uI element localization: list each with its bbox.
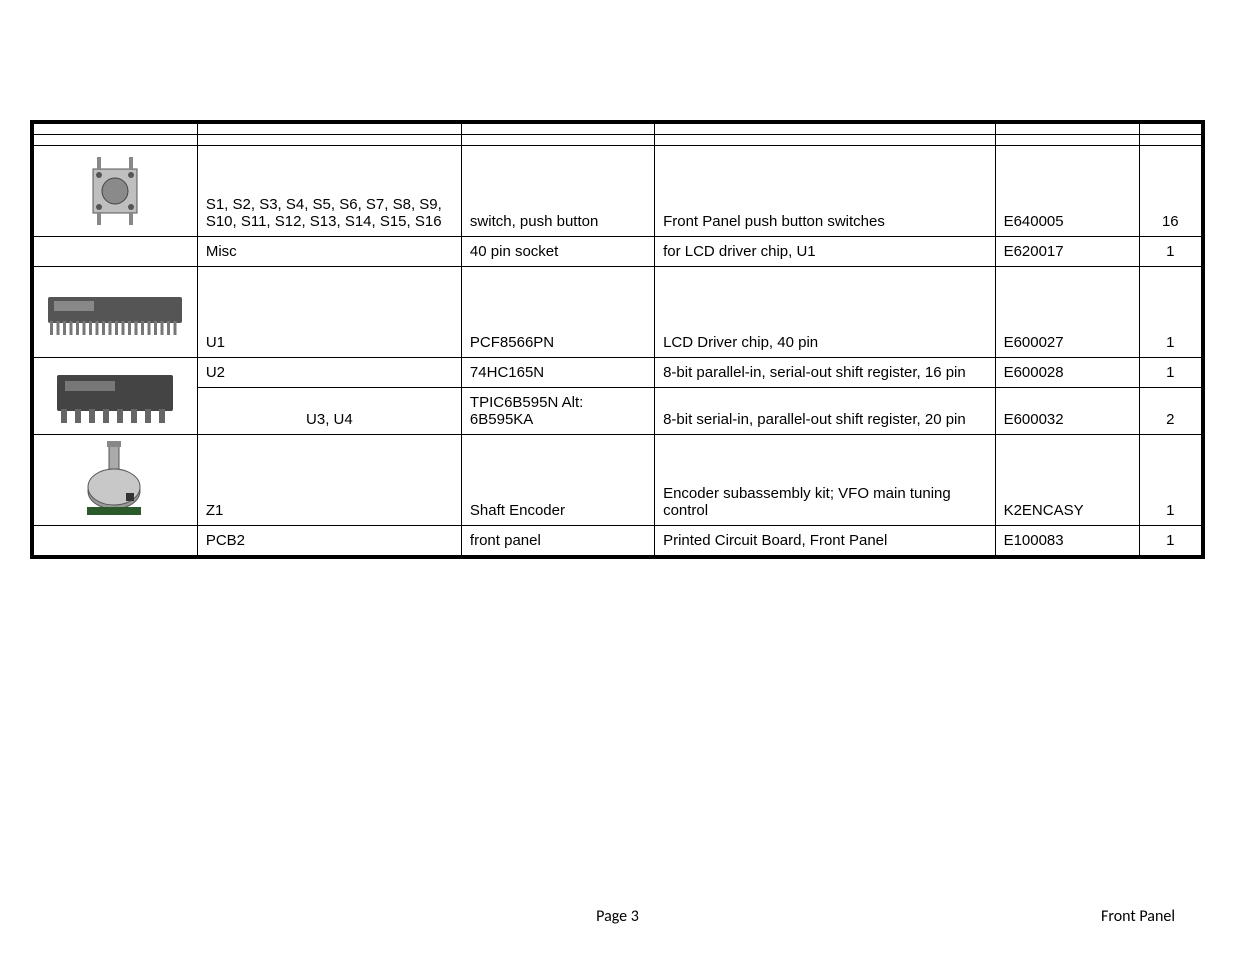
part-value: TPIC6B595N Alt: 6B595KA <box>461 388 654 435</box>
part-value: PCF8566PN <box>461 267 654 358</box>
footer-title: Front Panel <box>1101 907 1175 926</box>
part-number: E620017 <box>995 237 1139 267</box>
table-row: U3, U4TPIC6B595N Alt: 6B595KA8-bit seria… <box>32 388 1203 435</box>
reference-designator: U3, U4 <box>197 388 461 435</box>
quantity: 1 <box>1139 358 1203 388</box>
part-value: Shaft Encoder <box>461 435 654 526</box>
footer-page: Page 3 <box>596 907 639 926</box>
part-value: switch, push button <box>461 146 654 237</box>
part-description: for LCD driver chip, U1 <box>655 237 995 267</box>
table-row: S1, S2, S3, S4, S5, S6, S7, S8, S9, S10,… <box>32 146 1203 237</box>
quantity: 1 <box>1139 237 1203 267</box>
part-image-cell <box>32 267 197 358</box>
quantity: 16 <box>1139 146 1203 237</box>
header-spacer-2 <box>32 135 1203 146</box>
reference-designator: PCB2 <box>197 526 461 558</box>
table-row: Z1Shaft EncoderEncoder subassembly kit; … <box>32 435 1203 526</box>
table-row: U274HC165N8-bit parallel-in, serial-out … <box>32 358 1203 388</box>
part-image-cell <box>32 526 197 558</box>
part-description: 8-bit serial-in, parallel-out shift regi… <box>655 388 995 435</box>
reference-designator: U1 <box>197 267 461 358</box>
part-number: K2ENCASY <box>995 435 1139 526</box>
part-value: 74HC165N <box>461 358 654 388</box>
quantity: 2 <box>1139 388 1203 435</box>
part-description: Encoder subassembly kit; VFO main tuning… <box>655 435 995 526</box>
reference-designator: Z1 <box>197 435 461 526</box>
table-row: U1PCF8566PNLCD Driver chip, 40 pinE60002… <box>32 267 1203 358</box>
table-row: Misc40 pin socketfor LCD driver chip, U1… <box>32 237 1203 267</box>
quantity: 1 <box>1139 267 1203 358</box>
part-description: Front Panel push button switches <box>655 146 995 237</box>
parts-table: S1, S2, S3, S4, S5, S6, S7, S8, S9, S10,… <box>30 120 1205 559</box>
part-number: E640005 <box>995 146 1139 237</box>
part-value: front panel <box>461 526 654 558</box>
reference-designator: U2 <box>197 358 461 388</box>
part-value: 40 pin socket <box>461 237 654 267</box>
quantity: 1 <box>1139 435 1203 526</box>
part-image-cell <box>32 435 197 526</box>
reference-designator: S1, S2, S3, S4, S5, S6, S7, S8, S9, S10,… <box>197 146 461 237</box>
quantity: 1 <box>1139 526 1203 558</box>
page-footer: Page 3 Front Panel <box>0 907 1235 926</box>
header-spacer-1 <box>32 122 1203 135</box>
part-image-cell <box>32 358 197 435</box>
part-description: Printed Circuit Board, Front Panel <box>655 526 995 558</box>
part-number: E600032 <box>995 388 1139 435</box>
part-number: E600028 <box>995 358 1139 388</box>
part-number: E100083 <box>995 526 1139 558</box>
part-description: LCD Driver chip, 40 pin <box>655 267 995 358</box>
part-image-cell <box>32 237 197 267</box>
part-number: E600027 <box>995 267 1139 358</box>
part-image-cell <box>32 146 197 237</box>
table-row: PCB2front panelPrinted Circuit Board, Fr… <box>32 526 1203 558</box>
part-description: 8-bit parallel-in, serial-out shift regi… <box>655 358 995 388</box>
reference-designator: Misc <box>197 237 461 267</box>
